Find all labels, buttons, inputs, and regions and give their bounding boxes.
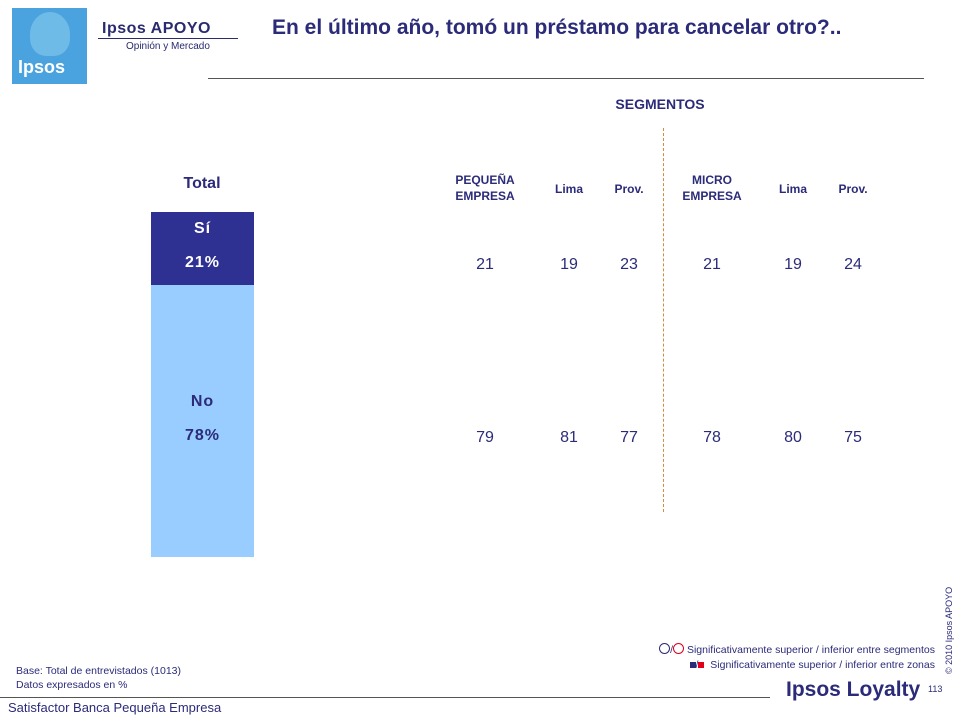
col-header-micro-empresa: MICRO EMPRESA bbox=[682, 173, 742, 203]
bar-si-name: Sí bbox=[193, 220, 212, 237]
value-no: 81 bbox=[560, 429, 578, 446]
base-note-total: Base: Total de entrevistados (1013) bbox=[16, 665, 181, 677]
bar-segment-si: Sí 21% bbox=[151, 212, 254, 285]
legend-row-zones: / Significativamente superior / inferior… bbox=[689, 659, 935, 671]
logo-text: Ipsos bbox=[18, 57, 66, 77]
ipsos-apoyo-logo: Ipsos Ipsos APOYO Opinión y Mercado bbox=[12, 8, 242, 84]
value-si: 21 bbox=[476, 256, 494, 273]
circle-outline-icon bbox=[659, 643, 671, 654]
segment-divider bbox=[663, 128, 664, 512]
value-no: 77 bbox=[620, 429, 638, 446]
brand-subtitle: Opinión y Mercado bbox=[126, 41, 210, 52]
value-no: 75 bbox=[844, 429, 862, 446]
legend-separator: / bbox=[695, 659, 699, 671]
brand-name: Ipsos APOYO bbox=[102, 20, 211, 37]
segments-title: SEGMENTOS bbox=[615, 96, 705, 112]
title-divider bbox=[208, 78, 924, 79]
legend-zones-text: Significativamente superior / inferior e… bbox=[710, 659, 935, 671]
bar-no-name: No bbox=[190, 393, 215, 410]
legend-row-segments: / Significativamente superior / inferior… bbox=[659, 643, 935, 656]
page-title: En el último año, tomó un préstamo para … bbox=[272, 16, 842, 39]
square-filled-red-icon bbox=[698, 662, 705, 668]
bar-si-value: 21% bbox=[184, 254, 221, 271]
col-header-lima: Lima bbox=[778, 182, 807, 196]
base-note-percent: Datos expresados en % bbox=[16, 679, 128, 691]
value-no: 78 bbox=[703, 429, 721, 446]
value-si: 19 bbox=[560, 256, 578, 273]
head-silhouette-icon bbox=[30, 12, 70, 56]
bar-segment-no: No 78% bbox=[151, 285, 254, 557]
value-si: 24 bbox=[844, 256, 862, 273]
value-si: 21 bbox=[703, 256, 721, 273]
copyright: © 2010 Ipsos APOYO bbox=[944, 586, 954, 674]
col-header-prov: Prov. bbox=[614, 182, 644, 196]
base-note: Base: Total de entrevistados (1013) Dato… bbox=[16, 664, 181, 692]
page-number: 113 bbox=[928, 684, 943, 694]
total-label: Total bbox=[183, 175, 221, 192]
footer-title: Satisfactor Banca Pequeña Empresa bbox=[8, 700, 222, 715]
square-filled-icon bbox=[689, 662, 696, 668]
brand-divider bbox=[98, 38, 238, 39]
legend-separator: / bbox=[670, 644, 674, 656]
bar-no-value: 78% bbox=[184, 427, 221, 444]
value-si: 19 bbox=[784, 256, 802, 273]
ipsos-loyalty-logo: Ipsos Loyalty bbox=[786, 678, 921, 701]
circle-outline-red-icon bbox=[673, 643, 685, 654]
legend-segments-text: Significativamente superior / inferior e… bbox=[686, 644, 935, 656]
col-header-prov: Prov. bbox=[838, 182, 868, 196]
footer-divider bbox=[0, 697, 770, 698]
ipsos-logo-box: Ipsos bbox=[12, 8, 87, 84]
value-no: 80 bbox=[784, 429, 802, 446]
value-no: 79 bbox=[476, 429, 494, 446]
col-header-pequena-empresa: PEQUEÑA EMPRESA bbox=[455, 173, 515, 203]
value-si: 23 bbox=[620, 256, 638, 273]
total-stacked-bar: Sí 21% No 78% bbox=[151, 212, 254, 557]
col-header-lima: Lima bbox=[554, 182, 583, 196]
